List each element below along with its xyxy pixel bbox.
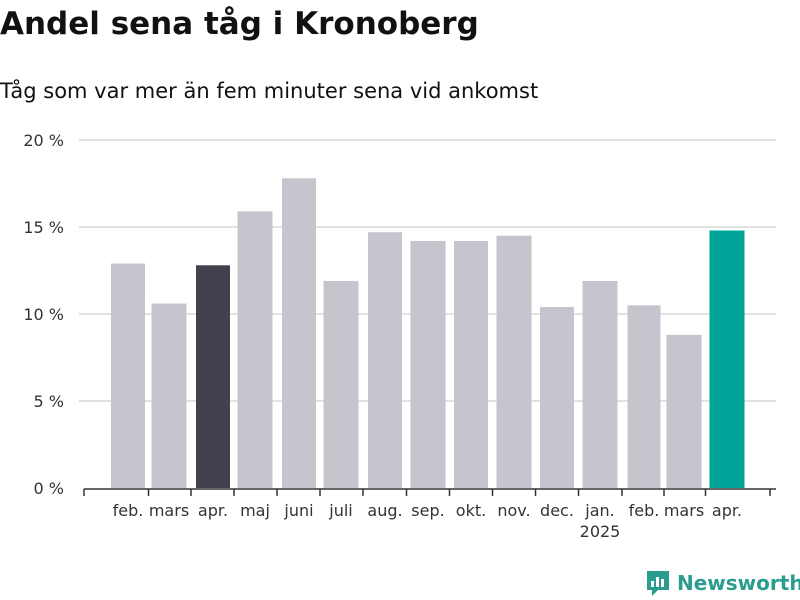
bar	[368, 232, 402, 488]
x-tick-label: sep.	[411, 501, 444, 520]
bar	[323, 280, 359, 488]
x-tick-label: apr.	[712, 501, 742, 520]
bar	[282, 178, 316, 488]
x-tick-label: feb.	[629, 501, 660, 520]
x-tick-label: nov.	[497, 501, 530, 520]
newsworthy-logo: Newsworthy	[645, 569, 800, 597]
brand-name: Newsworthy	[677, 571, 800, 595]
y-tick-label: 15 %	[23, 218, 64, 237]
y-tick-label: 0 %	[34, 479, 64, 498]
x-tick-label: aug.	[367, 501, 402, 520]
x-tick-label: dec.	[540, 501, 574, 520]
chart-title: Andel sena tåg i Kronoberg	[0, 6, 479, 42]
bar	[410, 240, 446, 488]
x-year-label: 2025	[580, 522, 621, 541]
y-tick-label: 5 %	[34, 392, 64, 411]
bar	[151, 303, 187, 488]
bar	[496, 235, 532, 488]
x-tick-label: mars	[664, 501, 704, 520]
bar	[709, 230, 745, 489]
bar	[237, 211, 273, 488]
y-tick-label: 10 %	[23, 305, 64, 324]
chart-subtitle: Tåg som var mer än fem minuter sena vid …	[0, 79, 539, 103]
x-tick-label: juni	[283, 501, 313, 520]
bar	[582, 280, 618, 488]
bar	[196, 265, 230, 488]
x-tick-label: feb.	[113, 501, 144, 520]
bar	[454, 240, 488, 488]
bar	[666, 334, 702, 488]
y-tick-label: 20 %	[23, 131, 64, 150]
bar	[627, 305, 661, 488]
x-tick-label: mars	[149, 501, 189, 520]
bar	[111, 263, 145, 488]
newsworthy-logo-icon	[647, 571, 669, 596]
x-tick-label: maj	[240, 501, 270, 520]
x-tick-label: okt.	[456, 501, 486, 520]
x-tick-label: jan.	[584, 501, 614, 520]
bar	[540, 307, 574, 488]
x-tick-label: apr.	[198, 501, 228, 520]
x-tick-label: juli	[328, 501, 352, 520]
